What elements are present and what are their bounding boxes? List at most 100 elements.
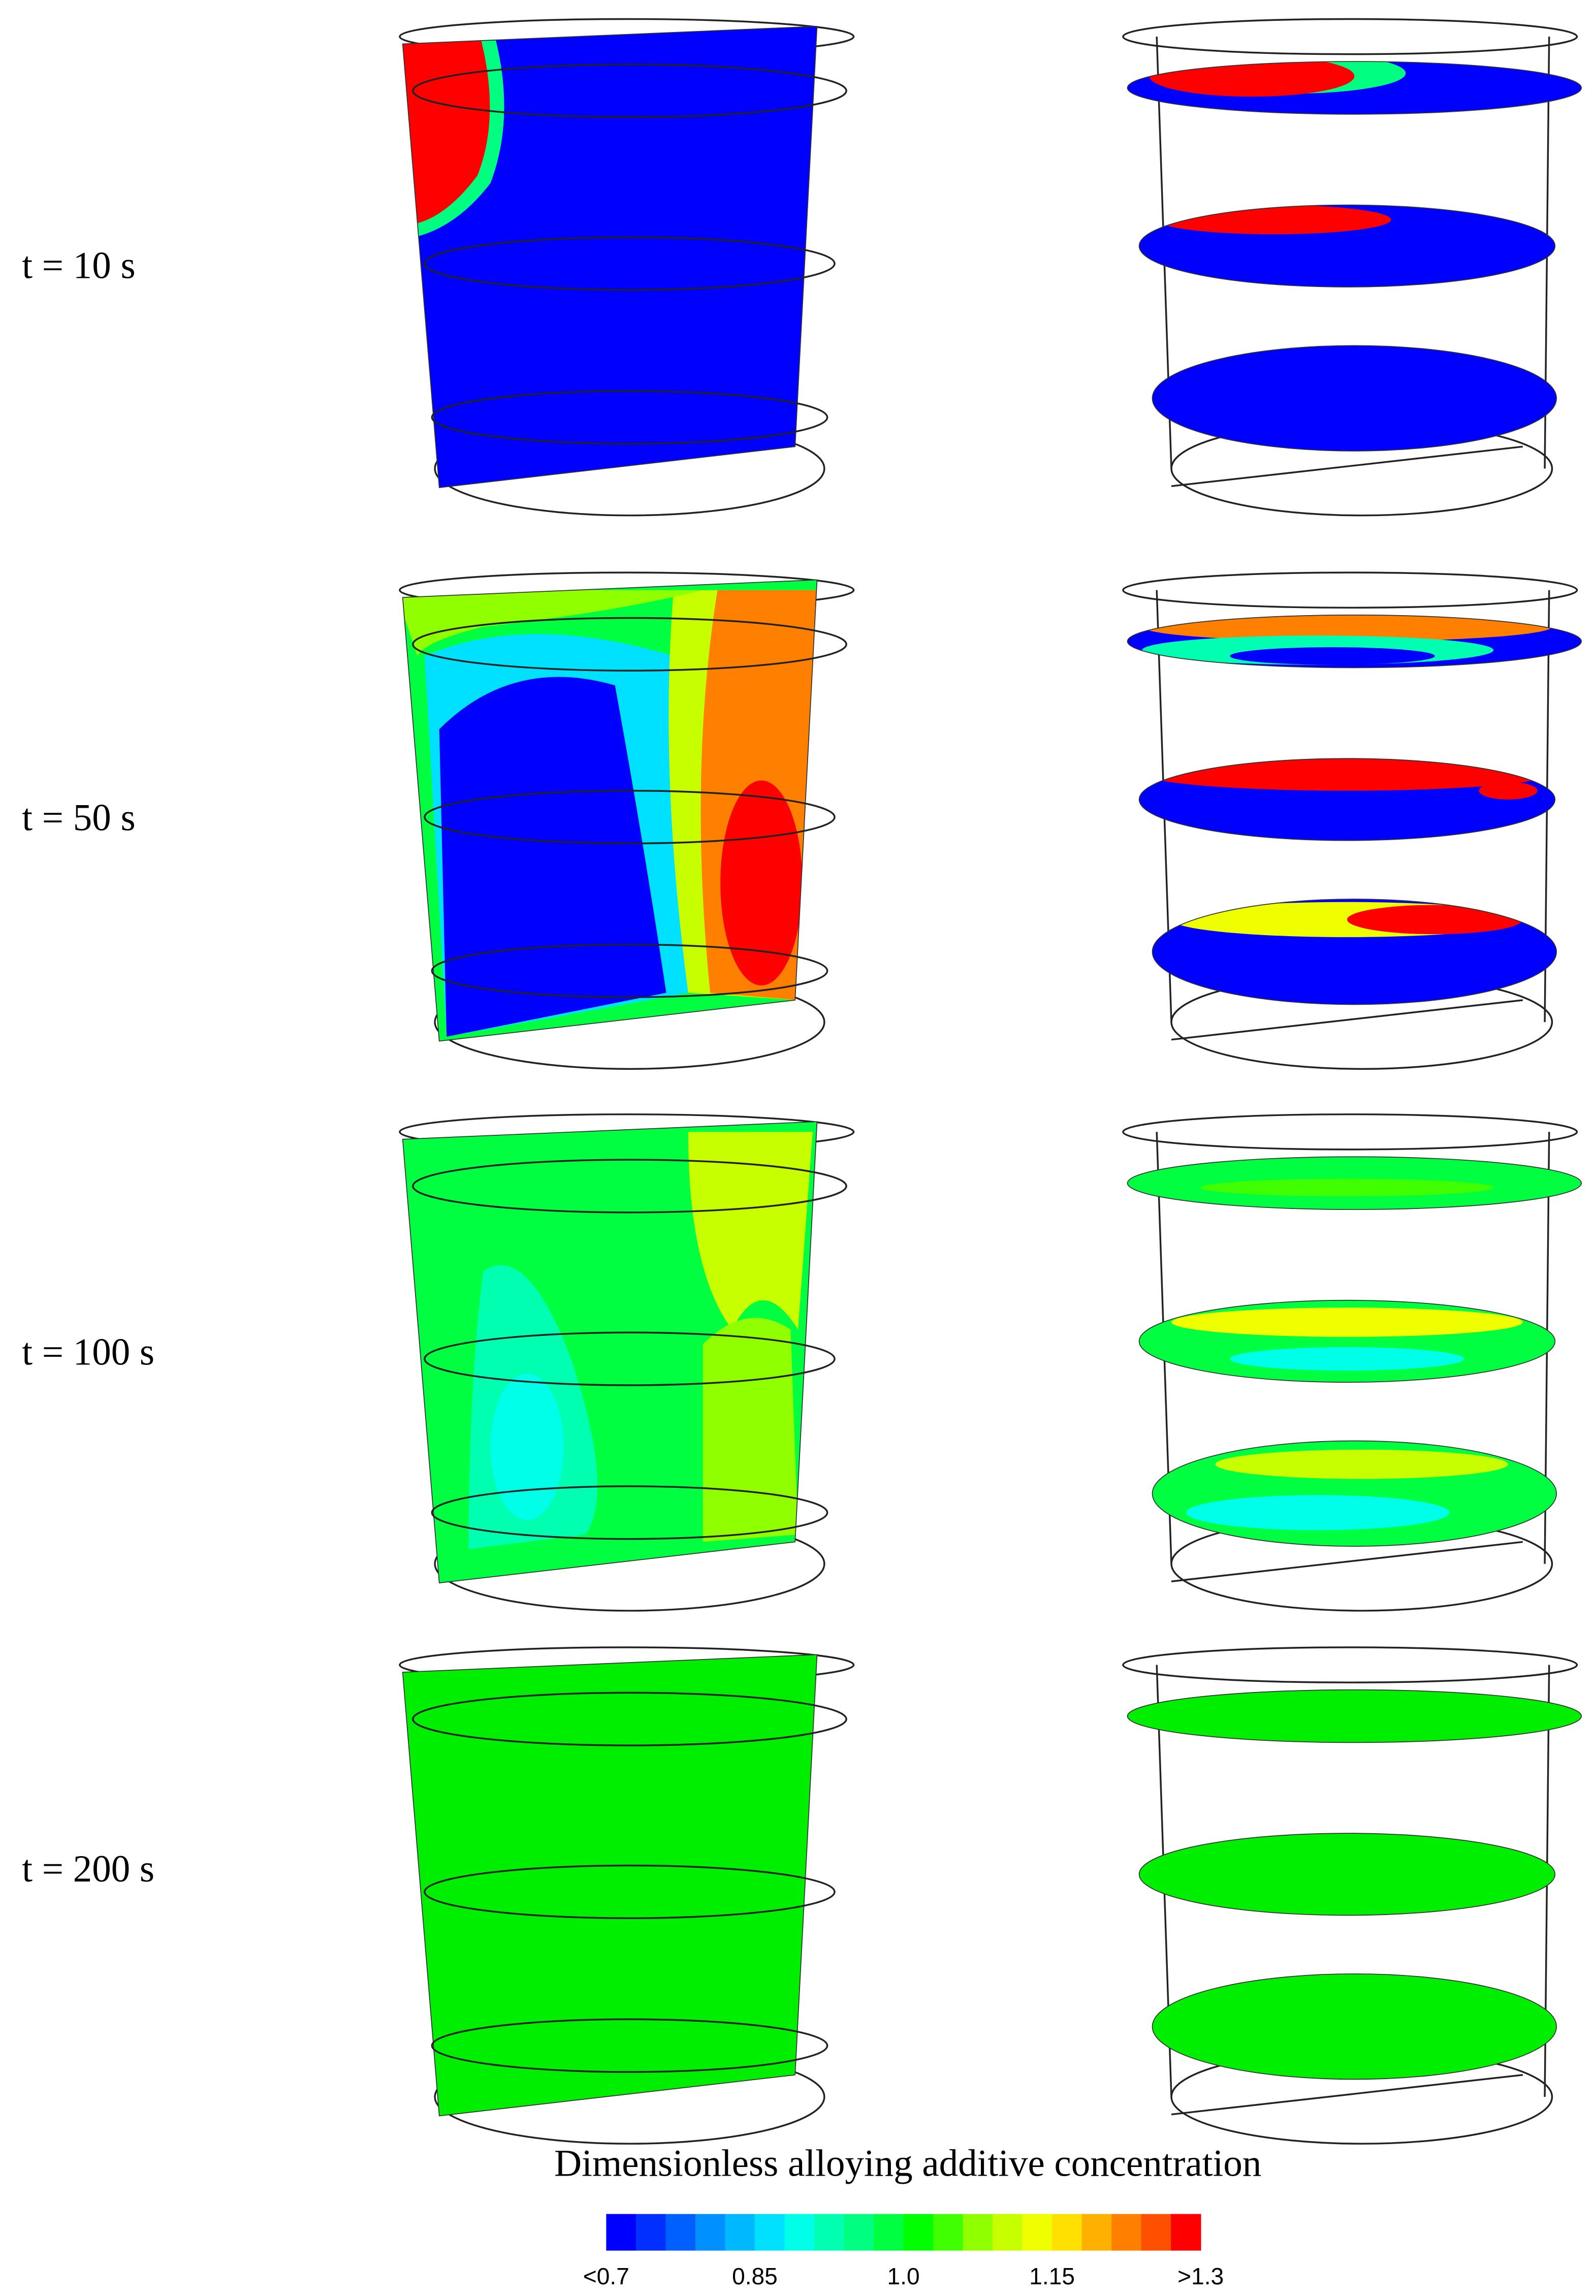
cylinder-ring (412, 1692, 847, 1746)
disc-edge (1152, 1440, 1557, 1547)
cylinder-ring (431, 2018, 828, 2073)
colorbar-segment (933, 2214, 964, 2251)
contour-region (1215, 1449, 1509, 1479)
colorbar-segment (635, 2214, 666, 2251)
row (399, 571, 1582, 1070)
contour-region (1230, 1347, 1464, 1371)
row (399, 1646, 1582, 2145)
cylinder-outline (1171, 445, 1523, 487)
disc-face (1127, 1689, 1582, 1743)
contour-region (1230, 647, 1435, 665)
cylinder-outline (1122, 1113, 1578, 1151)
colorbar-segment (903, 2214, 934, 2251)
disc-face (1152, 1973, 1557, 2080)
contour-region (1142, 758, 1552, 791)
contour-region (703, 1318, 798, 1542)
disc (1139, 1833, 1555, 1916)
colorbar-tick-label: 0.85 (732, 2263, 778, 2289)
cylinder-ring (431, 1485, 828, 1540)
colorbar-segment (963, 2214, 993, 2251)
contour-region (1200, 1178, 1494, 1197)
colorbar-segment (1022, 2214, 1052, 2251)
disc (1152, 345, 1557, 451)
disc-edge (1127, 61, 1582, 115)
colorbar-segment (874, 2214, 904, 2251)
colorbar-segment (1171, 2214, 1201, 2251)
colorbar-tick-label: 1.0 (887, 2263, 919, 2289)
disc (1139, 1300, 1555, 1383)
contour-region (720, 780, 803, 986)
rows: t = 10 s t = 50 s t = 100 s t = 200 s (22, 18, 1582, 2145)
disc (1127, 1689, 1582, 1743)
disc (1152, 1973, 1557, 2080)
colorbar: <0.7 0.85 1.0 1.15 >1.3 (583, 2214, 1224, 2289)
contour-region (402, 590, 703, 656)
colorbar-segment (754, 2214, 785, 2251)
colorbar-segment (844, 2214, 874, 2251)
row (399, 18, 1582, 517)
slice (402, 1654, 817, 2116)
colorbar-segment (725, 2214, 755, 2251)
disc-edge (1127, 1689, 1582, 1743)
disc (1152, 899, 1557, 1005)
slice-edge (402, 579, 818, 1042)
contour-region (1142, 615, 1552, 642)
colorbar-segment (1111, 2214, 1142, 2251)
cylinder-outline (1122, 18, 1578, 55)
disc (1127, 615, 1582, 668)
disc-edge (1138, 1833, 1556, 1916)
contour-region (1171, 799, 1464, 829)
colorbar-segment (665, 2214, 696, 2251)
disc (1139, 758, 1555, 841)
disc-edge (1152, 899, 1557, 1005)
slice-face (402, 1654, 817, 2116)
colorbar-segment (1052, 2214, 1082, 2251)
cylinder-ring (412, 63, 847, 118)
cylinder-outline (1171, 1541, 1523, 1582)
cylinder-outline (1122, 571, 1578, 609)
cylinder-outline (1171, 999, 1523, 1041)
disc-face (1152, 345, 1557, 451)
contour-region (1152, 954, 1494, 1002)
contour-region (1157, 205, 1391, 235)
row-label: t = 50 s (22, 796, 135, 839)
contour-region (1171, 1308, 1523, 1337)
row (399, 1113, 1582, 1612)
disc-edge (1152, 1973, 1557, 2080)
slice-edge (402, 25, 818, 488)
colorbar-segment (695, 2214, 726, 2251)
disc (1139, 205, 1555, 287)
cylinder-ring (424, 236, 836, 291)
disc-edge (1152, 345, 1557, 452)
cylinder-ring (431, 390, 828, 445)
contour-region (1347, 905, 1523, 935)
contour-region (402, 37, 490, 225)
colorbar-segment (784, 2214, 815, 2251)
disc-face (1139, 1833, 1555, 1916)
slice-face (402, 26, 817, 488)
colorbar-segment (814, 2214, 845, 2251)
disc (1152, 1441, 1557, 1547)
cylinder-ring (412, 1159, 847, 1214)
colorbar-segment (993, 2214, 1023, 2251)
slice (402, 26, 817, 488)
colorbar-segment (1081, 2214, 1112, 2251)
contour-region (490, 1373, 564, 1520)
disc-edge (1138, 1299, 1556, 1383)
slice-edge (402, 1654, 818, 2117)
disc-edge (1138, 758, 1556, 841)
contour-region (1186, 1495, 1450, 1530)
colorbar-title: Dimensionless alloying additive concentr… (554, 2143, 1261, 2185)
cylinder-ring (424, 789, 836, 845)
colorbar-segment (606, 2214, 636, 2251)
cylinder-ring (424, 1864, 836, 1920)
cylinder-ring (412, 617, 847, 672)
cylinder-outline (1171, 2074, 1523, 2116)
colorbar-tick-label: >1.3 (1177, 2263, 1224, 2289)
cylinder-ring (431, 943, 828, 998)
row-label: t = 200 s (22, 1848, 154, 1890)
disc-edge (1127, 614, 1582, 668)
cylinder-ring (424, 1331, 836, 1386)
